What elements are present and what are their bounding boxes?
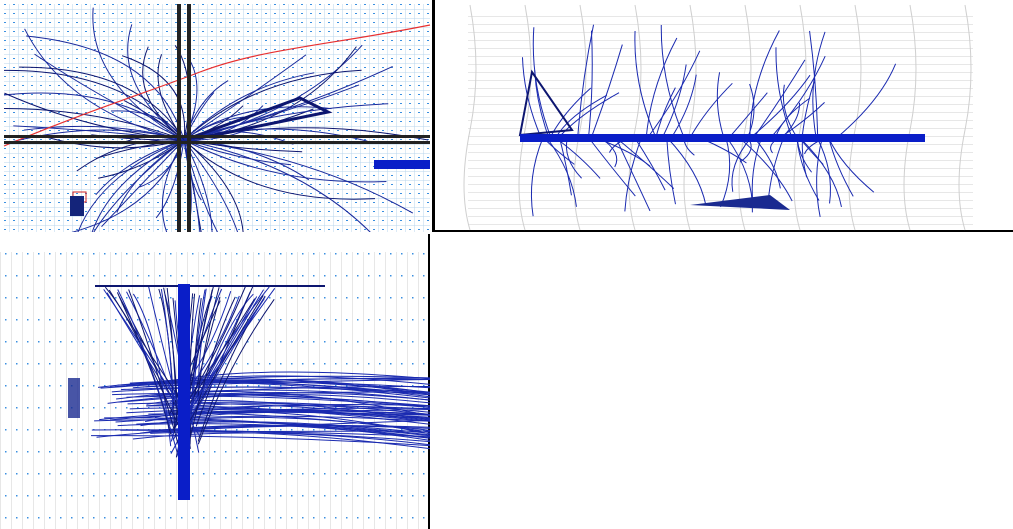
axis-line bbox=[187, 4, 191, 232]
blob bbox=[68, 378, 80, 418]
blue-bar bbox=[178, 284, 190, 500]
panel-top-right bbox=[464, 5, 973, 230]
divider bbox=[428, 234, 430, 529]
marker-blob bbox=[70, 196, 84, 216]
divider bbox=[432, 0, 435, 232]
axis-line bbox=[4, 141, 430, 144]
blue-bar bbox=[374, 160, 430, 169]
panel-bottom-left bbox=[0, 252, 430, 529]
panel-top-left bbox=[0, 4, 430, 284]
blue-bar bbox=[520, 134, 925, 142]
axis-line bbox=[4, 135, 430, 138]
grid-background bbox=[468, 10, 973, 230]
viewer bbox=[0, 0, 1013, 529]
divider bbox=[432, 230, 1013, 232]
axis-line bbox=[177, 4, 181, 232]
